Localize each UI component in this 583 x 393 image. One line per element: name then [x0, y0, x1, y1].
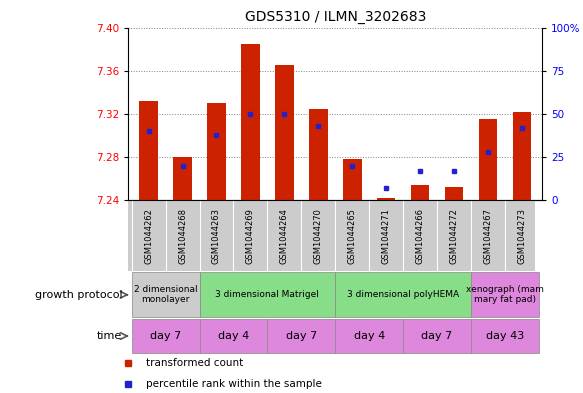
Text: growth protocol: growth protocol — [35, 290, 122, 300]
Text: GSM1044264: GSM1044264 — [280, 208, 289, 264]
Bar — [139, 101, 158, 200]
Title: GDS5310 / ILMN_3202683: GDS5310 / ILMN_3202683 — [244, 10, 426, 24]
Bar — [343, 160, 361, 200]
Bar — [132, 319, 199, 353]
Bar — [309, 108, 328, 200]
Bar — [445, 187, 463, 200]
Bar — [471, 319, 539, 353]
Text: GSM1044272: GSM1044272 — [449, 208, 458, 264]
Text: percentile rank within the sample: percentile rank within the sample — [146, 379, 322, 389]
Bar — [410, 185, 429, 200]
Text: 3 dimensional polyHEMA: 3 dimensional polyHEMA — [347, 290, 459, 299]
Bar — [199, 272, 335, 318]
Text: day 4: day 4 — [218, 331, 249, 341]
Text: 3 dimensional Matrigel: 3 dimensional Matrigel — [216, 290, 319, 299]
Text: GSM1044271: GSM1044271 — [382, 208, 391, 264]
Bar — [132, 272, 199, 318]
Text: GSM1044273: GSM1044273 — [517, 208, 526, 264]
Bar — [268, 319, 335, 353]
Text: day 7: day 7 — [286, 331, 317, 341]
Bar — [512, 112, 531, 200]
Text: day 7: day 7 — [422, 331, 452, 341]
Text: 2 dimensional
monolayer: 2 dimensional monolayer — [134, 285, 198, 305]
Text: day 43: day 43 — [486, 331, 524, 341]
Text: GSM1044262: GSM1044262 — [144, 208, 153, 264]
Bar — [377, 198, 395, 200]
Text: GSM1044263: GSM1044263 — [212, 208, 221, 264]
Text: day 7: day 7 — [150, 331, 181, 341]
Text: GSM1044269: GSM1044269 — [246, 208, 255, 264]
Bar — [335, 319, 403, 353]
Bar — [207, 103, 226, 200]
Bar — [275, 65, 294, 200]
Bar — [403, 319, 471, 353]
Text: GSM1044265: GSM1044265 — [347, 208, 357, 264]
Bar — [199, 319, 268, 353]
Text: day 4: day 4 — [353, 331, 385, 341]
Text: xenograph (mam
mary fat pad): xenograph (mam mary fat pad) — [466, 285, 544, 305]
Text: GSM1044268: GSM1044268 — [178, 208, 187, 264]
Text: GSM1044270: GSM1044270 — [314, 208, 323, 264]
Bar — [479, 119, 497, 200]
Text: GSM1044266: GSM1044266 — [416, 208, 424, 264]
Bar — [335, 272, 471, 318]
Text: transformed count: transformed count — [146, 358, 243, 367]
Bar — [173, 157, 192, 200]
Bar — [471, 272, 539, 318]
Text: GSM1044267: GSM1044267 — [483, 208, 493, 264]
Text: time: time — [97, 331, 122, 341]
Bar — [241, 44, 260, 200]
